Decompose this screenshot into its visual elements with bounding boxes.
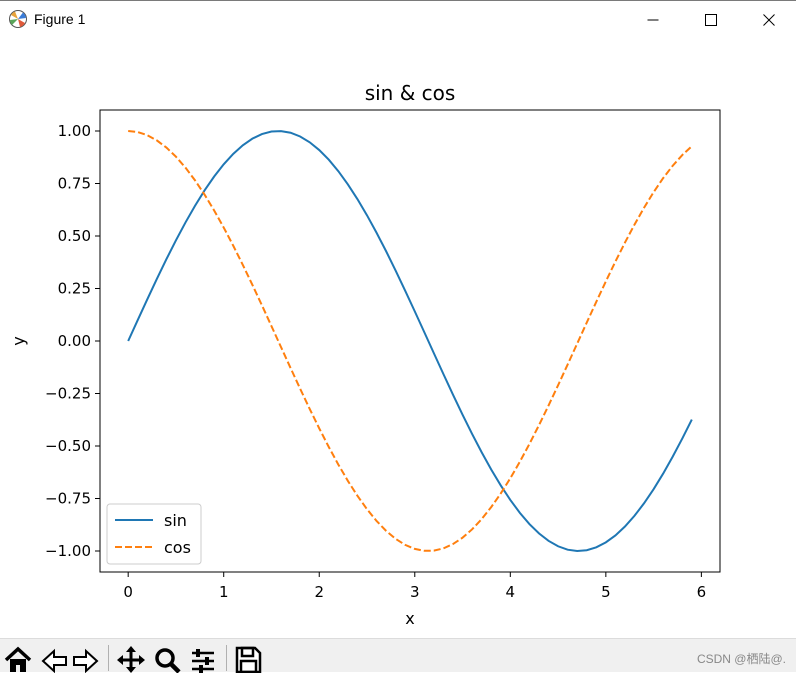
maximize-button[interactable]	[682, 1, 740, 39]
toolbar-separator	[108, 645, 109, 671]
configure-subplots-button[interactable]	[189, 645, 219, 673]
configure-subplots-icon	[192, 649, 214, 673]
zoom-button[interactable]	[153, 645, 183, 674]
toolbar-separator	[226, 645, 227, 671]
forward-button[interactable]	[72, 645, 102, 674]
home-icon	[4, 646, 32, 672]
back-button[interactable]	[40, 645, 70, 674]
y-tick-label: −1.00	[45, 542, 91, 560]
x-tick-label: 5	[601, 583, 611, 601]
back-icon	[41, 648, 67, 674]
axes-frame	[99, 109, 721, 573]
legend-cos-label: cos	[164, 538, 191, 557]
x-tick-label: 1	[219, 583, 229, 601]
y-tick-label: 0.25	[58, 280, 91, 298]
minimize-button[interactable]	[624, 1, 682, 39]
y-tick-label: 0.75	[58, 175, 91, 193]
watermark-text: CSDN @栖陆@.	[696, 652, 786, 666]
window-title: Figure 1	[34, 11, 86, 27]
minimize-icon	[647, 19, 659, 21]
x-axis-label: x	[405, 609, 414, 628]
legend-sin-label: sin	[164, 511, 187, 530]
zoom-icon	[155, 648, 181, 674]
pan-icon	[117, 646, 145, 673]
series-sin-line	[127, 130, 693, 552]
home-button[interactable]	[4, 645, 34, 673]
y-tick-label: −0.25	[45, 385, 91, 403]
navigation-toolbar: CSDN @栖陆@.	[0, 638, 796, 674]
chart-title: sin & cos	[365, 81, 456, 105]
x-tick-label: 2	[314, 583, 324, 601]
y-tick-label: 0.00	[58, 332, 91, 350]
x-tick-label: 3	[410, 583, 420, 601]
maximize-icon	[705, 14, 717, 26]
save-icon	[235, 646, 262, 674]
y-tick-label: −0.50	[45, 437, 91, 455]
close-icon	[763, 14, 775, 26]
series-cos-line	[128, 130, 693, 552]
plot-area	[100, 110, 720, 572]
x-tick-label: 4	[506, 583, 516, 601]
save-button[interactable]	[234, 645, 264, 674]
pan-button[interactable]	[117, 645, 147, 673]
forward-icon	[73, 648, 99, 674]
x-tick-label: 6	[697, 583, 707, 601]
x-tick-label: 0	[123, 583, 133, 601]
legend: sin cos	[106, 503, 202, 565]
y-tick-label: −0.75	[45, 490, 91, 508]
y-tick-label: 0.50	[58, 227, 91, 245]
y-tick-label: 1.00	[58, 122, 91, 140]
line-chart: 0 1 2 3 4 5 6 1.00 0.75 0.50 0.25 0.00 −0.25 −0.50 −0.…	[9, 81, 721, 628]
window-titlebar: Figure 1	[0, 0, 796, 38]
close-button[interactable]	[740, 1, 796, 39]
figure-canvas[interactable]: 0 1 2 3 4 5 6 1.00 0.75 0.50 0.25 0.00 −0.25 −0.50 −0.…	[0, 38, 796, 638]
matplotlib-logo-icon	[9, 10, 27, 28]
y-axis-label: y	[9, 336, 28, 345]
